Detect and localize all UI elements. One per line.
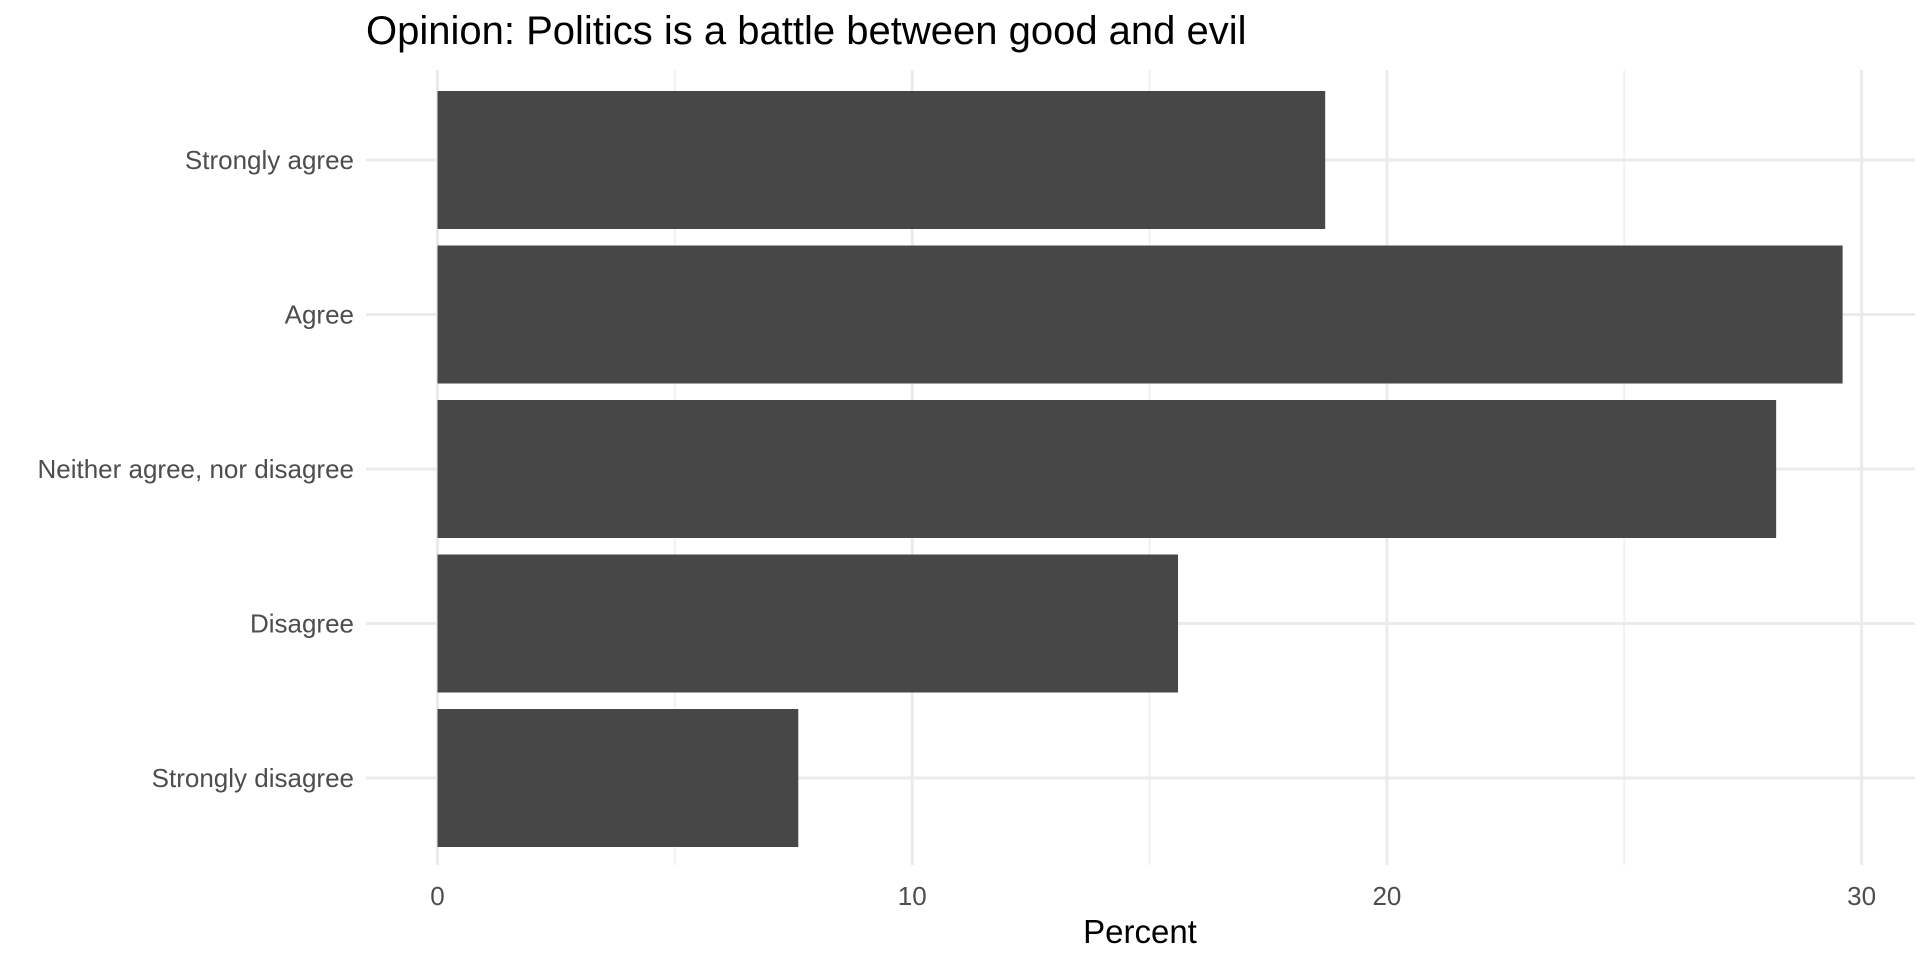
x-tick-label: 30 [1847, 881, 1876, 911]
bars [437, 91, 1843, 847]
bar [437, 709, 799, 847]
category-label: Disagree [250, 609, 354, 639]
x-tick-label: 10 [898, 881, 927, 911]
x-tick-label: 20 [1372, 881, 1401, 911]
bar [437, 554, 1179, 693]
x-axis-title: Percent [1083, 913, 1197, 950]
bar [437, 91, 1326, 229]
chart-title: Opinion: Politics is a battle between go… [366, 9, 1247, 53]
x-tick-label: 0 [430, 881, 444, 911]
bar [437, 245, 1843, 384]
bar [437, 400, 1777, 538]
category-label: Neither agree, nor disagree [37, 454, 354, 484]
x-axis-ticks: 0 10 20 30 [430, 881, 1876, 911]
category-label: Strongly disagree [152, 763, 354, 793]
category-label: Agree [285, 300, 354, 330]
category-label: Strongly agree [185, 145, 354, 175]
category-labels: Strongly agree Agree Neither agree, nor di… [37, 145, 354, 793]
